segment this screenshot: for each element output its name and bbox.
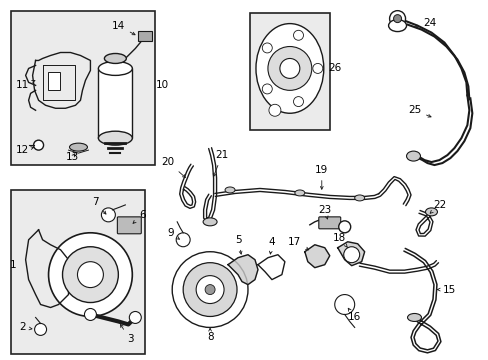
Ellipse shape <box>255 24 323 113</box>
Ellipse shape <box>425 208 437 216</box>
Bar <box>138 31 152 41</box>
Circle shape <box>262 43 272 53</box>
Circle shape <box>48 233 132 316</box>
Text: 8: 8 <box>206 328 213 342</box>
Ellipse shape <box>98 131 132 145</box>
Bar <box>98 68 132 138</box>
Ellipse shape <box>388 20 406 32</box>
Text: 17: 17 <box>287 237 308 250</box>
Circle shape <box>204 285 215 294</box>
Ellipse shape <box>98 62 132 75</box>
Ellipse shape <box>407 314 421 321</box>
Text: 6: 6 <box>133 210 145 223</box>
Ellipse shape <box>224 187 235 193</box>
Text: 21: 21 <box>213 150 228 176</box>
Text: 18: 18 <box>332 233 347 248</box>
Ellipse shape <box>354 195 364 201</box>
Text: 12: 12 <box>16 145 34 155</box>
Polygon shape <box>227 255 258 285</box>
Text: 20: 20 <box>162 157 185 177</box>
Text: 1: 1 <box>9 260 16 270</box>
Ellipse shape <box>104 54 126 63</box>
Circle shape <box>62 247 118 302</box>
Ellipse shape <box>294 190 304 196</box>
Circle shape <box>129 311 141 323</box>
Text: 22: 22 <box>429 200 445 213</box>
Circle shape <box>312 63 322 73</box>
Circle shape <box>172 252 247 328</box>
Polygon shape <box>337 242 364 266</box>
Circle shape <box>268 104 280 116</box>
Text: 25: 25 <box>407 105 430 117</box>
Bar <box>47 72 60 90</box>
Text: 26: 26 <box>327 63 341 73</box>
Circle shape <box>279 58 299 78</box>
Circle shape <box>262 84 272 94</box>
Text: 5: 5 <box>234 235 242 254</box>
Text: 24: 24 <box>414 18 435 28</box>
Circle shape <box>84 309 96 320</box>
Text: 23: 23 <box>318 205 331 219</box>
Circle shape <box>293 96 303 107</box>
Text: 13: 13 <box>66 152 79 162</box>
Circle shape <box>34 140 43 150</box>
Ellipse shape <box>406 151 420 161</box>
Circle shape <box>101 208 115 222</box>
Circle shape <box>183 263 237 316</box>
Text: 4: 4 <box>268 237 275 254</box>
Text: 7: 7 <box>92 197 106 214</box>
FancyBboxPatch shape <box>318 217 340 229</box>
Circle shape <box>338 221 350 233</box>
Circle shape <box>293 30 303 40</box>
Ellipse shape <box>69 143 87 151</box>
Ellipse shape <box>203 218 217 226</box>
Circle shape <box>393 15 401 23</box>
Circle shape <box>35 323 46 336</box>
FancyBboxPatch shape <box>117 217 141 234</box>
FancyBboxPatch shape <box>11 190 145 354</box>
Polygon shape <box>304 245 329 268</box>
Text: 19: 19 <box>314 165 328 189</box>
Circle shape <box>343 247 359 263</box>
Circle shape <box>389 11 405 27</box>
FancyBboxPatch shape <box>249 13 329 130</box>
Text: 14: 14 <box>111 21 135 35</box>
Text: 2: 2 <box>20 323 32 332</box>
Circle shape <box>267 46 311 90</box>
Circle shape <box>196 276 224 303</box>
Text: 10: 10 <box>155 80 168 90</box>
FancyBboxPatch shape <box>11 11 155 165</box>
Text: 15: 15 <box>436 284 455 294</box>
Text: 3: 3 <box>120 324 133 345</box>
Text: 16: 16 <box>347 308 361 323</box>
Circle shape <box>176 233 190 247</box>
Text: 9: 9 <box>166 228 179 239</box>
Text: 11: 11 <box>16 80 35 90</box>
Circle shape <box>77 262 103 288</box>
Circle shape <box>334 294 354 315</box>
